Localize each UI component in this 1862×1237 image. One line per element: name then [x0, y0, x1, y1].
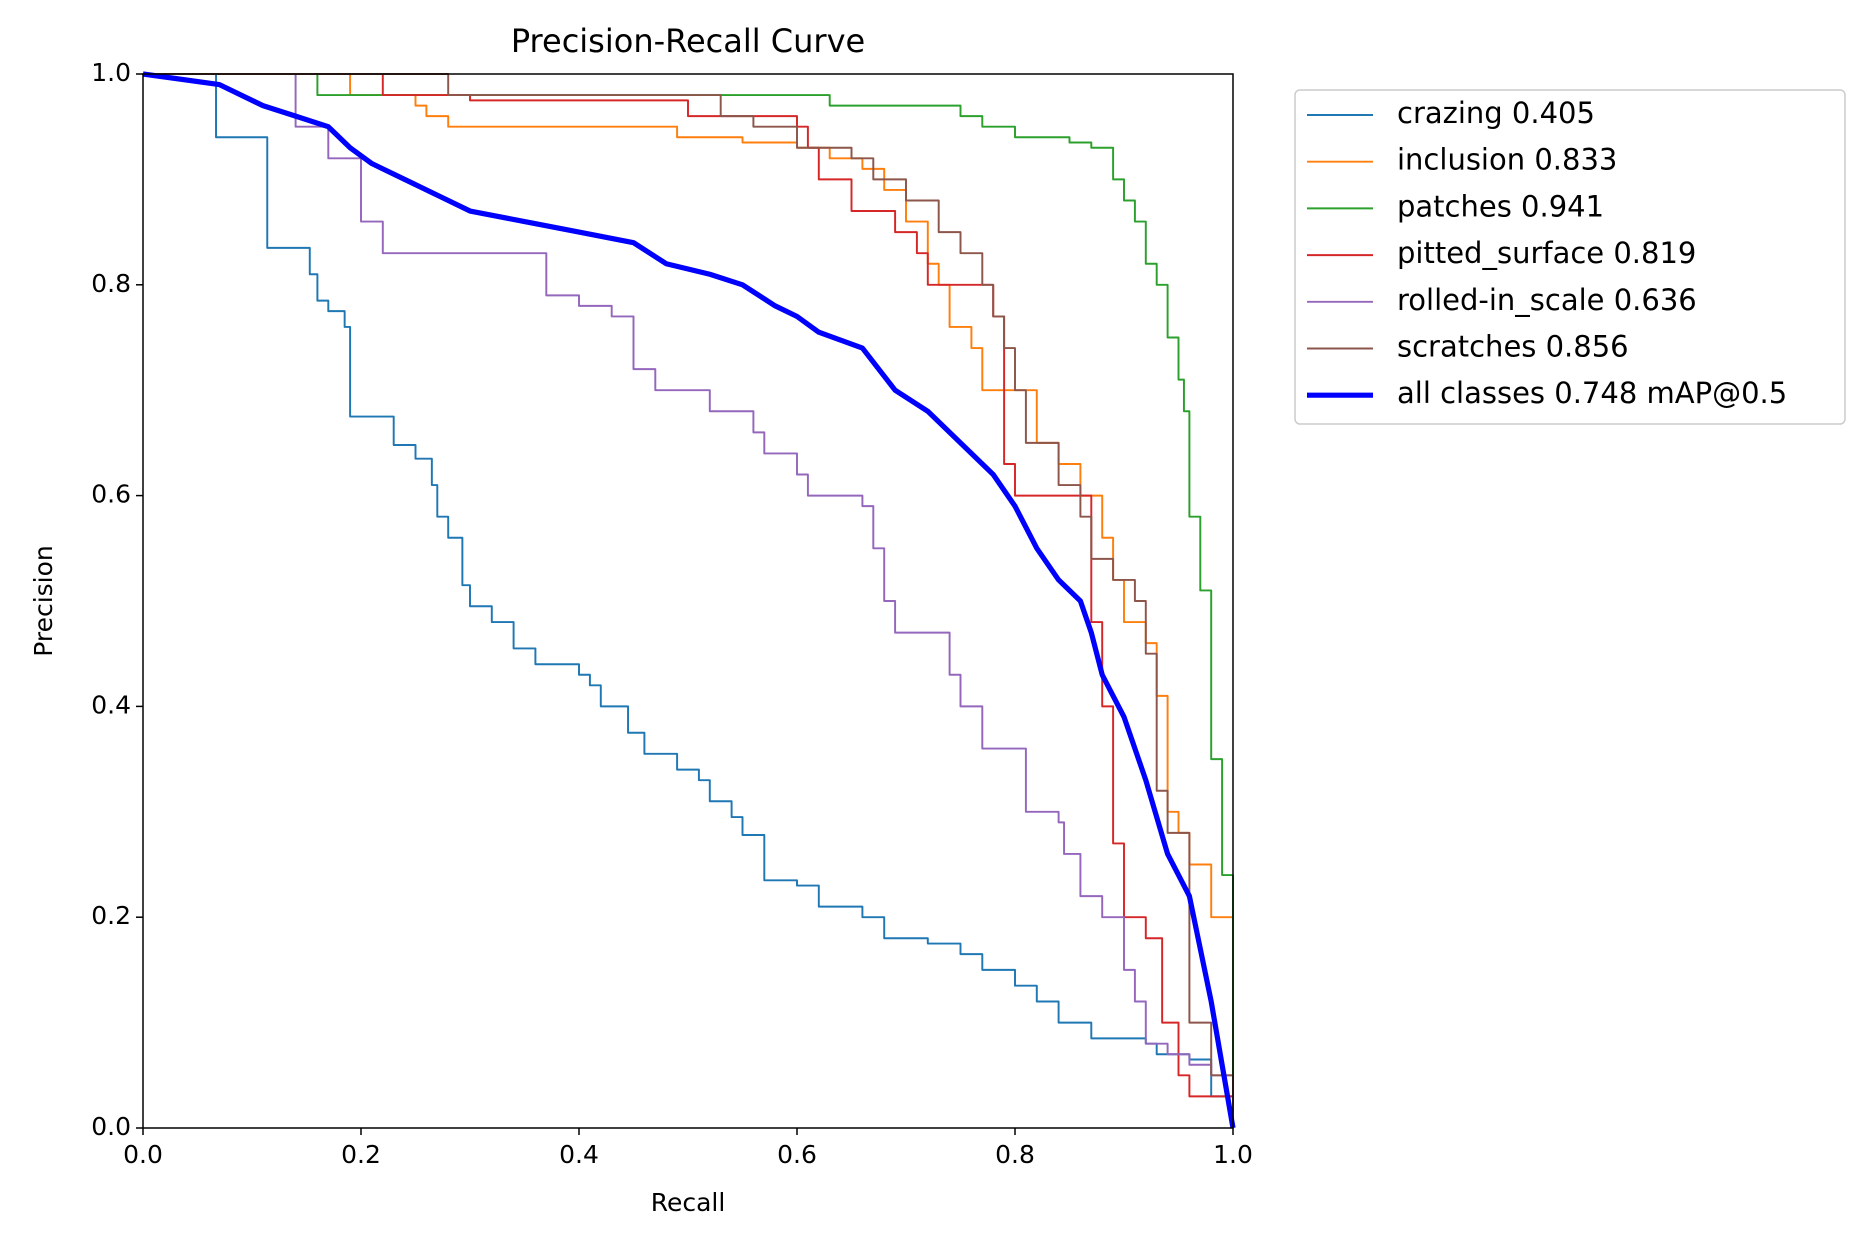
- legend-label: all classes 0.748 mAP@0.5: [1397, 376, 1787, 410]
- pr-curve: [143, 73, 1234, 1128]
- x-axis-label: Recall: [651, 1188, 726, 1217]
- pr-curve: [142, 71, 1236, 1129]
- legend-label: patches 0.941: [1397, 189, 1604, 223]
- x-tick-label: 0.4: [559, 1140, 599, 1169]
- legend-label: rolled-in_scale 0.636: [1397, 283, 1697, 317]
- x-tick-label: 0.6: [777, 1140, 817, 1169]
- y-tick-label: 0.6: [91, 480, 131, 509]
- y-tick-label: 0.8: [91, 269, 131, 298]
- chart-title: Precision-Recall Curve: [511, 22, 865, 60]
- legend-label: scratches 0.856: [1397, 330, 1629, 364]
- x-tick-label: 0.0: [123, 1140, 163, 1169]
- y-tick-label: 1.0: [91, 58, 131, 87]
- pr-curve: [143, 73, 1234, 1128]
- x-tick-label: 1.0: [1213, 1140, 1253, 1169]
- pr-curve: [143, 73, 1234, 1128]
- legend-label: crazing 0.405: [1397, 96, 1595, 130]
- y-tick-label: 0.2: [91, 901, 131, 930]
- y-axis-label: Precision: [29, 545, 58, 657]
- x-tick-label: 0.8: [995, 1140, 1035, 1169]
- pr-curve: [143, 73, 1234, 1128]
- legend-label: pitted_surface 0.819: [1397, 236, 1696, 270]
- x-tick-label: 0.2: [341, 1140, 381, 1169]
- pr-curve: [143, 73, 1234, 1128]
- plot-frame: [142, 73, 1234, 1129]
- y-tick-label: 0.0: [91, 1112, 131, 1141]
- y-tick-label: 0.4: [91, 690, 131, 719]
- legend-box: [1294, 89, 1846, 425]
- legend-label: inclusion 0.833: [1397, 143, 1617, 177]
- pr-curve: [143, 73, 1234, 1128]
